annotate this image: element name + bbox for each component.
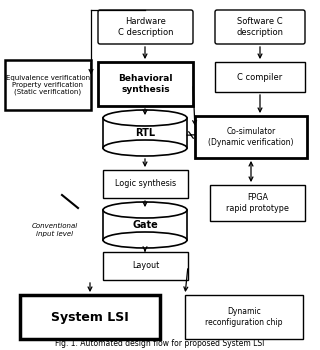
Bar xyxy=(103,210,187,240)
Bar xyxy=(103,170,188,198)
Ellipse shape xyxy=(103,140,187,156)
Text: C compiler: C compiler xyxy=(237,72,283,82)
Bar xyxy=(20,295,160,339)
Bar xyxy=(98,62,193,106)
Text: Equivalence verification
Property verification
(Static verification): Equivalence verification Property verifi… xyxy=(6,75,90,95)
Bar xyxy=(195,116,307,158)
Text: Hardware
C description: Hardware C description xyxy=(118,17,173,37)
Text: Conventional
input level: Conventional input level xyxy=(32,223,78,237)
Text: Software C
description: Software C description xyxy=(236,17,284,37)
Bar xyxy=(5,60,91,110)
Text: Dynamic
reconfiguration chip: Dynamic reconfiguration chip xyxy=(205,307,283,327)
Text: Gate: Gate xyxy=(132,220,158,230)
FancyBboxPatch shape xyxy=(98,10,193,44)
Text: System LSI: System LSI xyxy=(51,310,129,323)
Ellipse shape xyxy=(103,232,187,248)
Bar xyxy=(215,62,305,92)
Ellipse shape xyxy=(103,110,187,126)
Text: RTL: RTL xyxy=(135,128,155,138)
Bar xyxy=(103,118,187,148)
Text: Co-simulator
(Dynamic verification): Co-simulator (Dynamic verification) xyxy=(208,127,294,147)
Ellipse shape xyxy=(103,202,187,218)
Bar xyxy=(103,252,188,280)
Text: FPGA
rapid prototype: FPGA rapid prototype xyxy=(226,193,289,213)
Text: Layout: Layout xyxy=(132,261,159,271)
Text: Fig. 1. Automated design flow for proposed System LSI: Fig. 1. Automated design flow for propos… xyxy=(55,338,265,348)
FancyBboxPatch shape xyxy=(215,10,305,44)
Text: Logic synthesis: Logic synthesis xyxy=(115,180,176,189)
Text: Behavioral
synthesis: Behavioral synthesis xyxy=(118,74,173,94)
Bar xyxy=(185,295,303,339)
Bar xyxy=(210,185,305,221)
